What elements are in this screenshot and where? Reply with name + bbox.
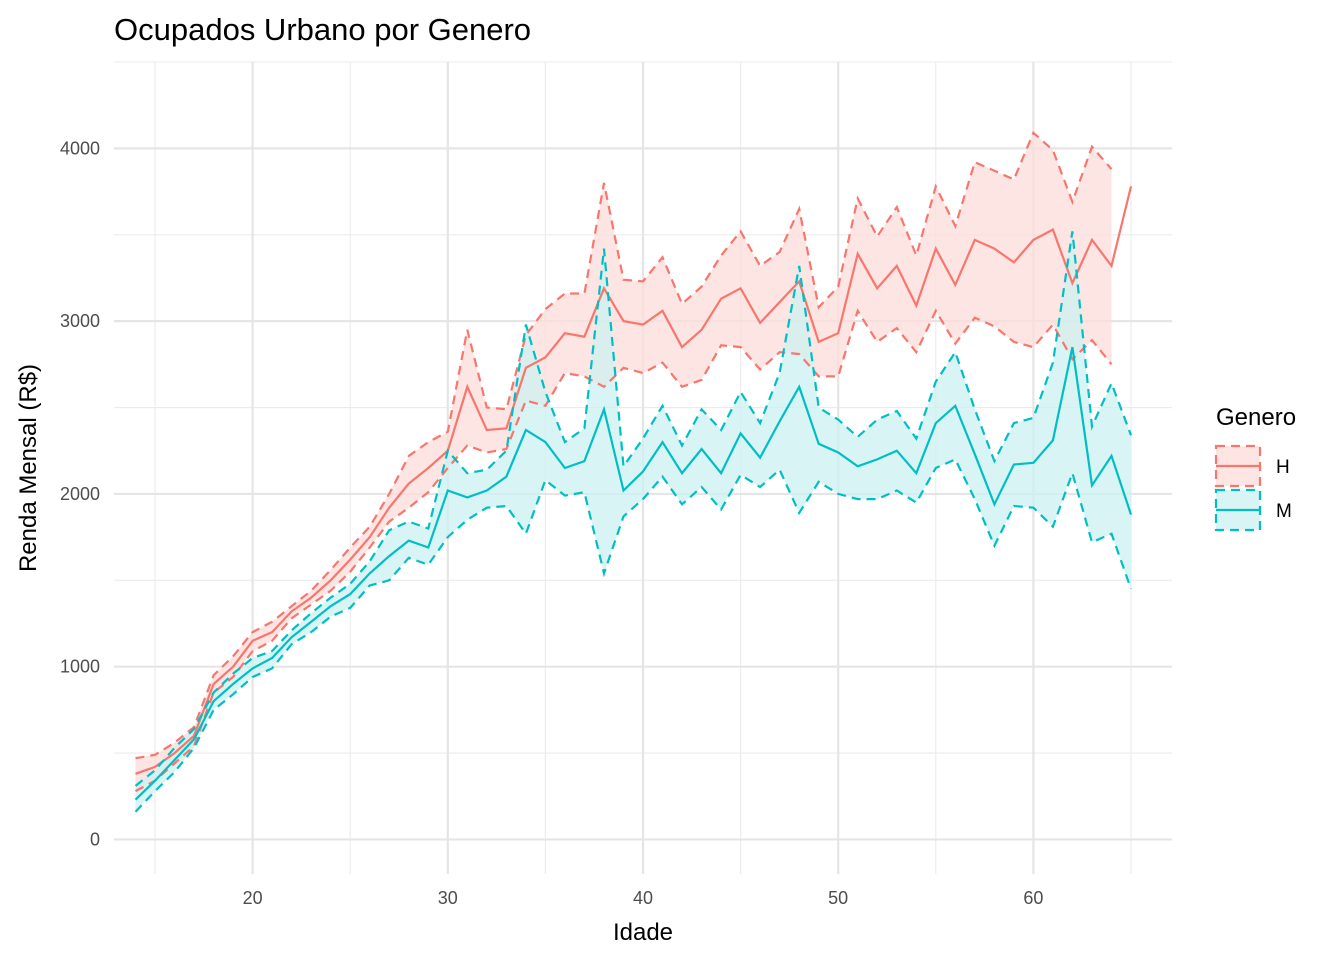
lower-line-M bbox=[134, 457, 1133, 813]
x-axis-title: Idade bbox=[613, 919, 673, 946]
ribbon-H bbox=[135, 132, 1112, 792]
y-tick-label: 0 bbox=[90, 829, 100, 849]
legend-key-H bbox=[1214, 444, 1262, 488]
y-tick-label: 1000 bbox=[60, 657, 100, 677]
legend-label-M: M bbox=[1276, 501, 1292, 522]
legend-label-H: H bbox=[1276, 457, 1290, 478]
upper-line-H bbox=[135, 130, 1113, 760]
mean-line-H bbox=[135, 186, 1133, 775]
y-tick-label: 2000 bbox=[60, 484, 100, 504]
lower-line-H bbox=[134, 308, 1113, 793]
chart-title: Ocupados Urbano por Genero bbox=[114, 12, 531, 47]
x-tick-label: 20 bbox=[243, 888, 263, 908]
y-tick-label: 4000 bbox=[60, 138, 100, 158]
series-lines bbox=[134, 130, 1133, 813]
y-tick-label: 3000 bbox=[60, 311, 100, 331]
y-axis-ticks: 0 1000 2000 3000 4000 bbox=[60, 138, 100, 849]
x-tick-label: 50 bbox=[828, 888, 848, 908]
x-tick-label: 60 bbox=[1023, 888, 1043, 908]
legend: Genero H M bbox=[1214, 404, 1296, 532]
x-axis-ticks: 20 30 40 50 60 bbox=[243, 888, 1044, 908]
legend-title: Genero bbox=[1216, 404, 1296, 431]
legend-key-M bbox=[1214, 488, 1262, 532]
x-tick-label: 30 bbox=[438, 888, 458, 908]
mean-line-M bbox=[134, 346, 1133, 801]
y-axis-title: Renda Mensal (R$) bbox=[15, 364, 42, 572]
confidence-ribbons bbox=[135, 132, 1131, 812]
x-tick-label: 40 bbox=[633, 888, 653, 908]
